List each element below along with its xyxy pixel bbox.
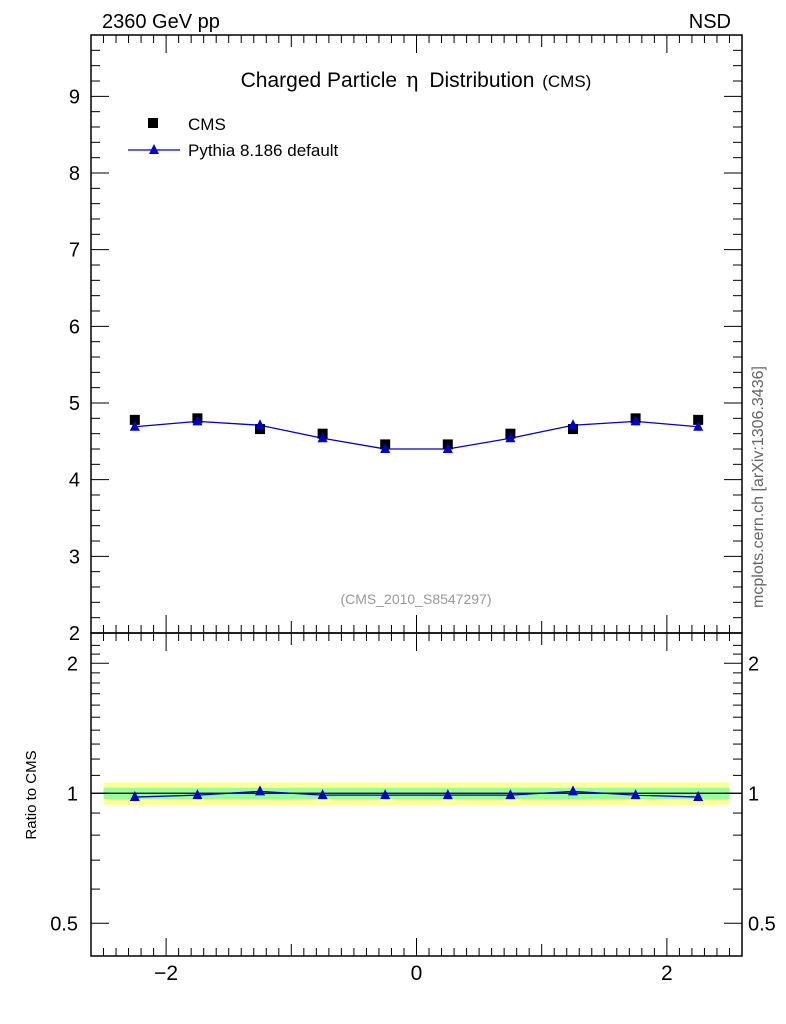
pythia-point xyxy=(567,419,578,430)
main-y-tick-label: 4 xyxy=(69,470,80,492)
chart-title-eta: η xyxy=(406,68,419,92)
pythia-point xyxy=(693,420,704,431)
main-y-tick-label: 7 xyxy=(69,240,80,262)
ratio-y-tick-label-right: 2 xyxy=(748,653,759,675)
legend: CMS Pythia 8.186 default xyxy=(128,115,339,160)
legend-cms-label: CMS xyxy=(188,115,226,134)
ratio-pythia-point xyxy=(505,789,516,800)
main-y-tick-label: 5 xyxy=(69,393,80,415)
main-y-tick-label: 2 xyxy=(69,623,80,645)
ratio-pythia-point xyxy=(567,785,578,796)
header-energy-label: 2360 GeV pp xyxy=(102,11,220,33)
watermark-label: mcplots.cern.ch [arXiv:1306.3436] xyxy=(750,366,767,608)
pythia-point xyxy=(380,443,391,453)
legend-pythia-label: Pythia 8.186 default xyxy=(188,141,339,160)
ratio-pythia-point xyxy=(380,789,391,800)
ratio-x-tick-label: 2 xyxy=(661,962,673,985)
main-panel: 2 3 4 5 6 7 8 9 Charged Particle η Distribution… xyxy=(69,34,743,645)
ratio-y-axis-label: Ratio to CMS xyxy=(23,750,40,839)
pythia-point xyxy=(192,415,203,426)
ratio-y-tick-label: 1 xyxy=(67,783,78,805)
ratio-y-tick-label-right: 1 xyxy=(748,783,759,805)
ratio-pythia-point xyxy=(442,789,453,800)
chart-title: Charged Particle η Distribution (CMS) xyxy=(241,68,592,92)
header-process-label: NSD xyxy=(689,11,731,33)
ratio-y-tick-label-right: 0.5 xyxy=(748,913,776,935)
legend-cms-marker xyxy=(148,118,158,128)
main-y-tick-label: 3 xyxy=(69,546,80,568)
ratio-x-axis: −2 0 2 xyxy=(103,633,730,985)
main-y-tick-label: 6 xyxy=(69,316,80,338)
pythia-point xyxy=(505,432,516,443)
ratio-y-axis: 0.5 0.5 1 1 2 2 xyxy=(50,644,776,935)
main-data-marks xyxy=(129,413,704,453)
ratio-uncertainty-bands xyxy=(91,782,742,805)
main-y-tick-label: 8 xyxy=(69,163,80,185)
pythia-point xyxy=(317,432,328,443)
ratio-data-marks xyxy=(129,785,704,802)
ratio-x-tick-label: −2 xyxy=(154,962,178,985)
pythia-point xyxy=(442,443,453,453)
ratio-panel: 0.5 0.5 1 1 2 2 −2 0 2 Ratio to CMS xyxy=(23,632,776,985)
ratio-y-tick-label: 0.5 xyxy=(50,913,78,935)
chart-title-word: Distribution xyxy=(429,69,534,92)
ratio-pythia-point xyxy=(317,789,328,800)
chart-title-main: Charged Particle xyxy=(241,69,397,92)
ratio-pythia-point xyxy=(129,791,140,802)
pythia-point xyxy=(630,415,641,426)
main-y-axis: 2 3 4 5 6 7 8 9 xyxy=(69,34,742,645)
main-x-axis-ticks xyxy=(103,35,730,633)
main-y-tick-label: 9 xyxy=(69,86,80,108)
ratio-x-tick-label: 0 xyxy=(411,962,423,985)
pythia-point xyxy=(255,419,266,430)
pythia-line xyxy=(134,420,699,450)
ratio-y-tick-label: 2 xyxy=(67,653,78,675)
ratio-pythia-line xyxy=(134,790,699,798)
ratio-pythia-point xyxy=(630,789,641,800)
ratio-pythia-point xyxy=(255,785,266,796)
cms-data-point xyxy=(693,414,704,425)
analysis-label: (CMS_2010_S8547297) xyxy=(341,591,492,607)
legend-pythia-marker xyxy=(149,144,159,154)
cms-data-point xyxy=(129,414,140,425)
pythia-point xyxy=(129,420,140,431)
chart-title-suffix: (CMS) xyxy=(542,72,591,91)
ratio-pythia-point xyxy=(693,791,704,802)
ratio-pythia-point xyxy=(192,789,203,800)
